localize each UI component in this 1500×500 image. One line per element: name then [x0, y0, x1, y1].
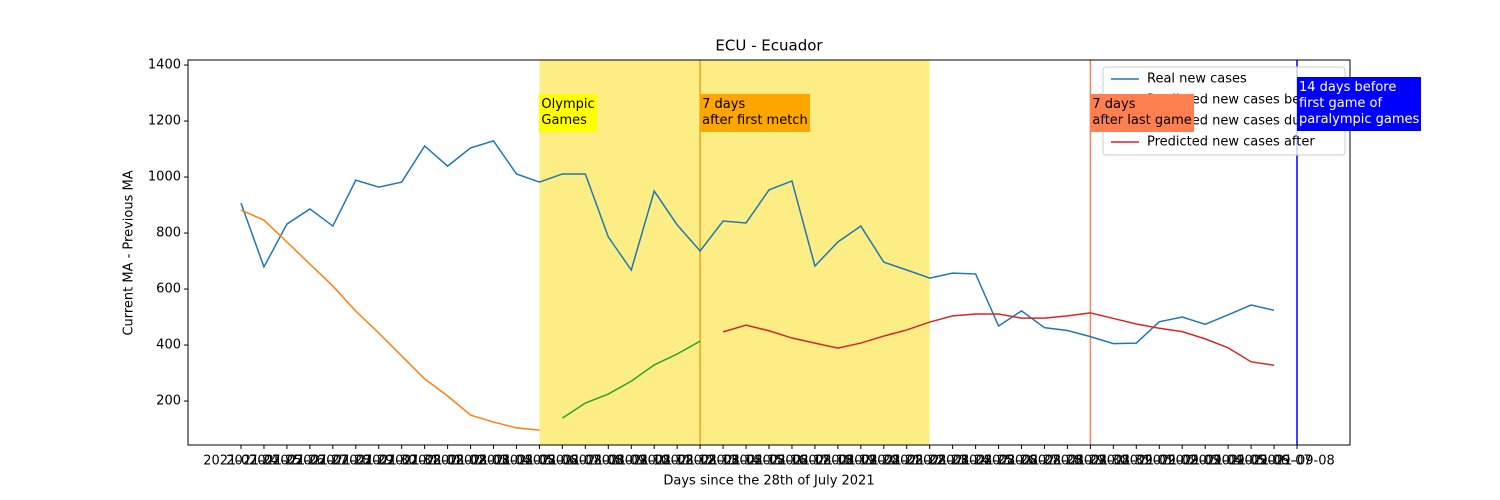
x-tick-label: 2021-08-03: [433, 454, 509, 469]
marker-label: 7 days after last game: [1090, 94, 1194, 132]
x-tick-label: 2021-07-29: [318, 454, 394, 469]
x-tick-label: 2021-08-28: [1007, 454, 1083, 469]
x-tick-label: 2021-09-04: [1167, 454, 1243, 469]
x-tick-label: 2021-09-01: [1099, 454, 1175, 469]
series-line: [722, 312, 1275, 366]
x-tick-label: 2021-07-25: [226, 454, 302, 469]
y-tick-label: 1200: [148, 114, 181, 129]
x-tick-label: 2021-08-25: [938, 454, 1014, 469]
span-label: Olympic Games: [539, 94, 597, 132]
y-axis-label: Current MA - Previous MA: [122, 170, 137, 335]
series-line: [561, 340, 701, 419]
x-tick-label: 2021-08-10: [593, 454, 669, 469]
series-line: [240, 209, 540, 431]
series-line: [240, 140, 1275, 345]
x-tick-label: 2021-08-15: [708, 454, 784, 469]
x-tick-label: 2021-08-04: [456, 454, 532, 469]
x-axis-label: Days since the 28th of July 2021: [663, 474, 874, 489]
x-tick-label: 2021-07-31: [364, 454, 440, 469]
x-tick-label: 2021-09-07: [1236, 454, 1312, 469]
x-tick-label: 2021-08-09: [571, 454, 647, 469]
x-tick-label: 2021-07-30: [341, 454, 417, 469]
x-tick-label: 2021-08-24: [915, 454, 991, 469]
x-tick-label: 2021-08-27: [984, 454, 1060, 469]
x-tick-label: 2021-07-27: [272, 454, 348, 469]
x-tick-label: 2021-09-05: [1190, 454, 1266, 469]
marker-label: 14 days before first game of paralympic …: [1297, 77, 1422, 131]
x-tick-label: 2021-07-28: [295, 454, 371, 469]
x-tick-label: 2021-08-26: [961, 454, 1037, 469]
legend-label: Real new cases: [1147, 72, 1247, 87]
x-tick-label: 2021-08-14: [685, 454, 761, 469]
y-tick-label: 1000: [148, 170, 181, 185]
chart-title: ECU - Ecuador: [715, 37, 823, 55]
x-tick-label: 2021-08-30: [1053, 454, 1129, 469]
x-tick-label: 2021-08-12: [639, 454, 715, 469]
y-tick-label: 1400: [148, 58, 181, 73]
x-tick-label: 2021-08-02: [410, 454, 486, 469]
y-tick-label: 600: [156, 282, 181, 297]
x-tick-label: 2021-08-19: [800, 454, 876, 469]
x-tick-label: 2021-07-26: [249, 454, 325, 469]
x-tick-label: 2021-08-20: [823, 454, 899, 469]
x-tick-label: 2021-09-03: [1144, 454, 1220, 469]
x-tick-label: 2021-08-01: [387, 454, 463, 469]
plot-frame: [187, 59, 1351, 446]
x-tick-label: 2021-08-11: [616, 454, 692, 469]
x-tick-label: 2021-08-23: [892, 454, 968, 469]
x-tick-label: 2021-08-16: [731, 454, 807, 469]
x-tick-label: 2021-08-31: [1076, 454, 1152, 469]
x-tick-label: 2021-08-18: [777, 454, 853, 469]
x-tick-label: 2021-09-02: [1121, 454, 1197, 469]
x-tick-label: 2021-07-24: [203, 454, 279, 469]
x-tick-label: 2021-08-06: [502, 454, 578, 469]
y-tick-label: 400: [156, 338, 181, 353]
x-tick-label: 2021-08-07: [525, 454, 601, 469]
x-tick-label: 2021-08-21: [846, 454, 922, 469]
x-tick-label: 2021-09-08: [1259, 454, 1335, 469]
x-tick-label: 2021-08-17: [754, 454, 830, 469]
x-tick-label: 2021-08-29: [1030, 454, 1106, 469]
x-tick-label: 2021-08-05: [479, 454, 555, 469]
x-tick-label: 2021-08-13: [662, 454, 738, 469]
marker-label: 7 days after first metch: [700, 94, 810, 132]
x-tick-label: 2021-08-08: [548, 454, 624, 469]
x-tick-label: 2021-09-06: [1213, 454, 1289, 469]
y-tick-label: 200: [156, 394, 181, 409]
legend-label: Predicted new cases after: [1147, 135, 1315, 150]
x-tick-label: 2021-08-22: [869, 454, 945, 469]
y-tick-label: 800: [156, 226, 181, 241]
